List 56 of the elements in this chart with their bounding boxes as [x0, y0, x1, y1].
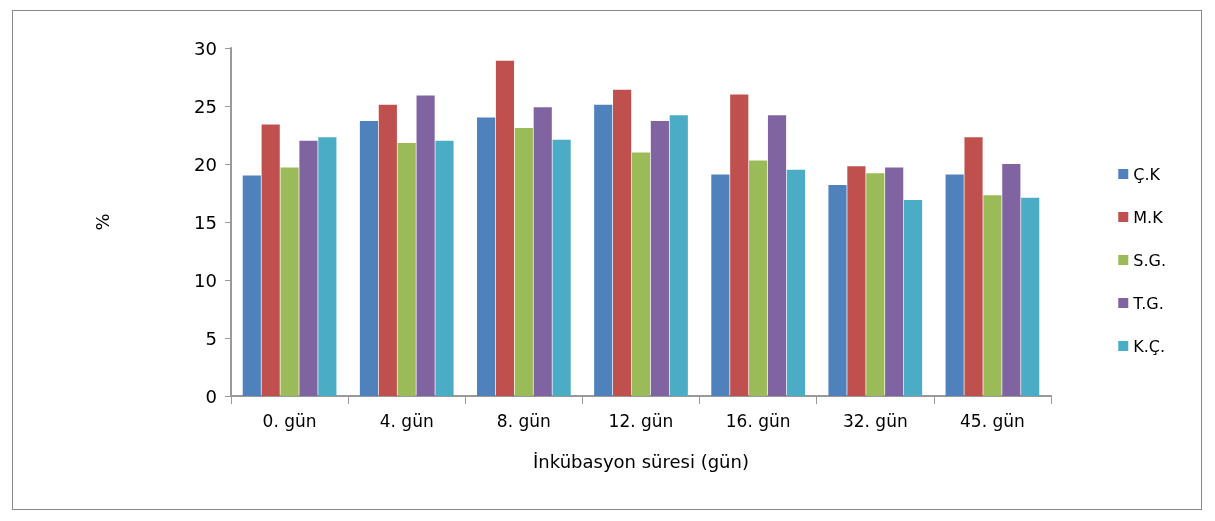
bar	[1002, 164, 1021, 396]
y-tick-label: 20	[194, 153, 217, 175]
bar	[242, 175, 261, 396]
bar	[730, 94, 749, 396]
bar	[903, 199, 923, 396]
bar	[1021, 197, 1040, 396]
bar	[711, 174, 730, 396]
bar	[552, 139, 571, 396]
y-tick-label: 10	[194, 269, 217, 291]
legend-label: M.K	[1133, 207, 1164, 227]
bar	[866, 173, 885, 396]
bar	[495, 60, 515, 396]
bar	[983, 195, 1002, 396]
legend-label: T.G.	[1132, 293, 1164, 313]
legend-label: Ç.K	[1133, 164, 1161, 184]
legend-label: S.G.	[1133, 250, 1167, 270]
bar	[945, 174, 964, 396]
bar	[594, 104, 613, 396]
x-tick-label: 32. gün	[842, 410, 908, 431]
bar	[299, 140, 318, 396]
legend-label: K.Ç.	[1133, 336, 1166, 356]
bar	[669, 115, 688, 396]
x-tick-label: 16. gün	[725, 410, 791, 431]
y-tick-label: 15	[194, 211, 217, 233]
y-tick-label: 30	[194, 37, 217, 59]
bar	[847, 166, 866, 396]
bar	[261, 124, 280, 396]
bar	[885, 167, 904, 396]
bar	[397, 143, 416, 396]
bar	[749, 160, 768, 396]
bar	[378, 104, 397, 396]
bar	[514, 128, 533, 396]
y-axis-title: %	[91, 213, 113, 231]
bar	[964, 137, 983, 396]
y-tick-label: 0	[205, 385, 217, 407]
bar	[786, 169, 805, 396]
bar	[280, 167, 299, 396]
bar	[650, 121, 669, 396]
bar	[318, 137, 337, 396]
y-tick-label: 25	[194, 95, 217, 117]
bar	[359, 121, 379, 396]
x-tick-label: 0. gün	[262, 410, 317, 431]
x-axis-title: İnkübasyon süresi (gün)	[533, 450, 749, 472]
x-tick-label: 12. gün	[608, 410, 674, 431]
y-tick-label: 5	[205, 327, 217, 349]
bar	[533, 107, 552, 396]
bar	[631, 152, 651, 396]
bar	[477, 117, 496, 396]
x-tick-label: 45. gün	[960, 410, 1025, 431]
bar	[767, 115, 787, 396]
x-tick-label: 8. gün	[496, 410, 551, 431]
bar	[435, 140, 454, 396]
bar	[828, 184, 847, 396]
bar	[613, 89, 632, 396]
x-tick-label: 4. gün	[379, 410, 434, 431]
bar	[416, 95, 435, 396]
